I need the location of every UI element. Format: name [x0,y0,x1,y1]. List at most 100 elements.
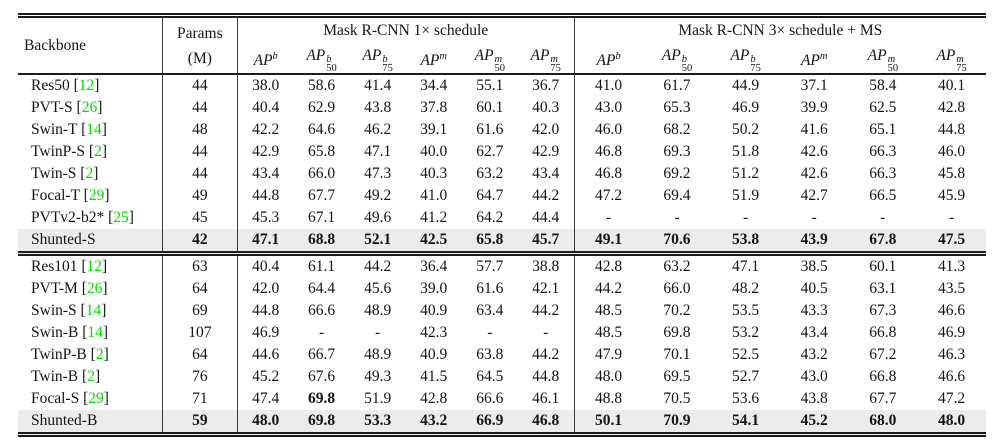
backbone-name: PVT-S [31,99,73,116]
metric-base: AP [936,47,956,64]
value-cell: 46.3 [938,346,966,363]
metric-header: AP m 75 [518,43,574,74]
value-cell: - [949,209,955,226]
citation-number: 25 [113,209,129,226]
value-cell: 43.2 [405,410,462,435]
backbone-cell: Swin-B [14] [18,322,162,344]
value-cell: 48.9 [364,346,392,363]
citation-number: 12 [78,77,95,94]
params-cell: 59 [161,410,238,435]
value-cell: 45.9 [938,187,966,204]
citation-number: 2 [85,165,94,182]
value-cell: 39.1 [420,121,448,138]
value-cell: 41.5 [420,368,448,385]
value-cell: 48.2 [732,280,760,297]
value-cell: 46.2 [364,121,392,138]
metric-supsub: m 75 [956,54,967,74]
value-cell: 47.2 [938,390,966,407]
value-cell: 41.0 [573,74,643,97]
metric-base: AP [420,51,440,69]
value-cell: 43.4 [532,165,560,182]
value-cell: 41.3 [938,258,966,275]
value-cell: 64.6 [307,121,336,138]
value-cell: 70.9 [642,410,712,435]
citation: [2] [85,143,108,160]
table-row: TwinP-B [2] 64 44.6 66.7 48.9 40.9 63.8 44.2 47.… [18,344,986,366]
value-cell: 69.8 [293,410,350,435]
value-cell: 67.7 [307,187,336,204]
table-row: Swin-B [14] 107 46.9- -42.3- -48.5 69.8 53.2 43… [18,322,986,344]
value-cell: 43.0 [800,368,828,385]
value-cell: 40.3 [532,99,560,116]
value-cell: 43.4 [800,324,828,341]
value-cell: 63.4 [476,302,504,319]
value-cell: 62.9 [307,99,336,116]
backbone-name: TwinP-S [31,143,86,160]
backbone-name: PVT-M [31,280,78,297]
metric-base: AP [253,51,273,69]
value-cell: 44.2 [532,346,560,363]
value-cell: 38.0 [252,77,280,94]
metric-supsub: b 75 [750,54,761,74]
value-cell: 42.5 [405,229,462,254]
value-cell: 42.6 [800,165,828,182]
params-cell: 63 [161,253,238,278]
value-cell: 38.8 [532,258,560,275]
value-cell: 60.1 [476,99,504,116]
value-cell: 63.8 [476,346,504,363]
citation: [14] [78,324,109,341]
citation-number: 12 [86,258,103,275]
value-cell: 42.2 [252,121,280,138]
value-cell: 66.0 [663,280,691,297]
value-cell: 61.6 [476,121,504,138]
group-header-row: Backbone Params (M) Mask R-CNN 1× schedu… [18,15,986,74]
value-cell: 66.5 [869,187,897,204]
params-header: Params (M) [161,15,238,74]
citation-number: 29 [88,187,105,204]
value-cell: 65.3 [663,99,691,116]
backbone-name: Focal-T [31,187,80,204]
value-cell: 51.9 [364,390,392,407]
citation-number: 14 [86,121,102,138]
value-cell: 67.2 [869,346,897,363]
value-cell: 40.3 [420,165,448,182]
metric-base: AP [661,47,681,64]
value-cell: 48.5 [573,322,643,344]
backbone-cell: Swin-T [14] [18,119,162,141]
table-row: Shunted-S 42 47.1 68.8 52.1 42.5 65.8 45.7 49.1 7… [18,229,986,254]
value-cell: 44.2 [532,187,560,204]
value-cell: 48.8 [573,388,643,410]
value-cell: 43.8 [800,390,828,407]
value-cell: 47.1 [732,258,760,275]
metric-header: AP b 75 [350,43,406,74]
value-cell: 36.4 [420,258,448,275]
value-cell: 47.9 [573,344,643,366]
backbone-name: Focal-S [31,390,80,407]
value-cell: 50.1 [573,410,643,435]
backbone-cell: TwinP-B [2] [18,344,162,366]
value-cell: 47.1 [237,229,294,254]
value-cell: 44.9 [732,77,760,94]
value-cell: 70.6 [642,229,712,254]
metric-header: AP b 50 [643,43,712,74]
citation: [14] [76,302,107,319]
value-cell: 61.1 [307,258,336,275]
backbone-header: Backbone [24,37,86,54]
citation-number: 2 [95,346,104,363]
citation: [26] [72,99,103,116]
value-cell: 65.8 [461,229,518,254]
value-cell: 52.7 [732,368,760,385]
backbone-name: TwinP-B [31,346,87,363]
value-cell: 47.1 [364,143,392,160]
metric-header: APm [800,50,828,69]
citation: [2] [76,165,99,182]
value-cell: 60.1 [869,258,897,275]
table-row: Swin-S [14] 69 44.8 66.6 48.9 40.9 63.4 44.2 48.… [18,300,986,322]
metric-supsub: m 75 [550,54,561,74]
citation: [29] [79,187,110,204]
value-cell: 55.1 [476,77,504,94]
table-row: PVT-S [26] 44 40.4 62.9 43.8 37.8 60.1 40.3 43.0… [18,97,986,119]
value-cell: 41.6 [800,121,828,138]
value-cell: 70.5 [663,390,691,407]
table-block-small-models: Res50 [12] 44 38.0 58.6 41.4 34.4 55.1 36.7 41.0… [18,74,986,254]
